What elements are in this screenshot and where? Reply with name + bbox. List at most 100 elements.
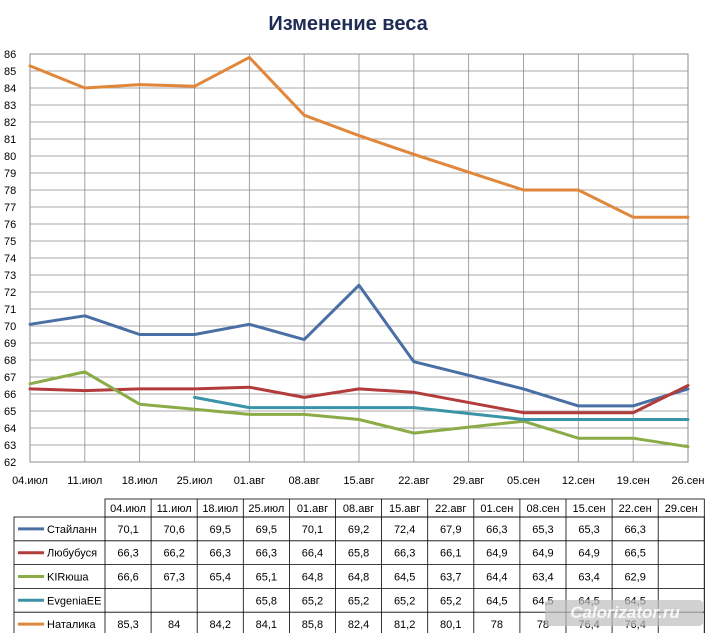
table-value-cell: 69,5 — [210, 524, 231, 536]
legend-series-name: Стайланн — [47, 524, 97, 536]
x-tick-label: 01.авг — [234, 475, 265, 487]
table-value-cell: 85,3 — [117, 619, 138, 631]
y-tick-label: 74 — [4, 253, 16, 265]
y-tick-label: 71 — [4, 304, 16, 316]
series-line-4 — [28, 55, 690, 219]
x-tick-label: 18.июл — [122, 475, 158, 487]
table-value-cell: 64,5 — [394, 572, 415, 584]
series-line-2 — [28, 370, 690, 449]
y-tick-label: 83 — [4, 100, 16, 112]
table-value-cell: 65,4 — [210, 572, 231, 584]
table-value-cell: 63,7 — [440, 572, 461, 584]
table-value-cell: 64,8 — [348, 572, 369, 584]
table-header-cell: 11.июл — [157, 503, 192, 515]
x-tick-label: 11.июл — [67, 475, 102, 487]
table-value-cell: 66,2 — [163, 548, 184, 560]
y-tick-label: 77 — [4, 202, 16, 214]
y-tick-label: 80 — [4, 151, 16, 163]
table-value-cell: 69,2 — [348, 524, 369, 536]
watermark-backdrop — [545, 600, 703, 626]
y-tick-label: 73 — [4, 270, 16, 282]
table-value-cell: 66,1 — [440, 548, 461, 560]
x-tick-label: 05.сен — [507, 475, 540, 487]
table-value-cell: 84,1 — [256, 619, 277, 631]
table-header-cell: 29.сен — [665, 503, 698, 515]
table-header-cell: 04.июл — [110, 503, 146, 515]
table-value-cell: 82,4 — [348, 619, 369, 631]
y-tick-label: 81 — [4, 134, 16, 146]
table-value-cell: 64,8 — [302, 572, 323, 584]
legend-series-name: Любубуся — [47, 548, 97, 560]
table-value-cell: 66,6 — [117, 572, 138, 584]
table-value-cell: 63,4 — [532, 572, 553, 584]
table-value-cell: 66,5 — [624, 548, 645, 560]
x-axis-ticks: 04.июл 11.июл 18.июл 25.июл 01.авг 08.авг 15.а… — [12, 475, 704, 487]
x-tick-label: 19.сен — [617, 475, 650, 487]
table-value-cell: 64,4 — [486, 572, 507, 584]
table-value-cell: 67,3 — [163, 572, 184, 584]
table-value-cell: 81,2 — [394, 619, 415, 631]
x-tick-label: 22.авг — [398, 475, 429, 487]
y-tick-label: 82 — [4, 117, 16, 129]
table-value-cell: 80,1 — [440, 619, 461, 631]
table-header-cell: 15.авг — [389, 503, 420, 515]
legend-series-name: Наталика — [47, 619, 96, 631]
watermark: Calorizator.ru — [570, 603, 680, 622]
table-value-cell: 70,1 — [302, 524, 323, 536]
table-value-cell: 70,6 — [163, 524, 184, 536]
y-axis-ticks: 62 63 64 65 66 67 68 69 70 71 72 73 74 75 76 77 78 79 80 81… — [4, 49, 16, 469]
legend-series-name: KIRюша — [47, 572, 89, 584]
table-value-cell: 64,9 — [486, 548, 507, 560]
x-tick-label: 26.сен — [672, 475, 705, 487]
table-header-cell: 01.авг — [297, 503, 328, 515]
x-tick-label: 29.авг — [453, 475, 484, 487]
x-tick-label: 04.июл — [12, 475, 48, 487]
data-table: 04.июл 11.июл 18.июл 25.июл 01.авг 08.авг 15.а… — [13, 498, 705, 633]
y-tick-label: 62 — [4, 457, 16, 469]
table-value-cell: 78 — [491, 619, 503, 631]
table-value-cell: 65,2 — [302, 595, 323, 607]
series-line-1 — [28, 384, 690, 415]
table-value-cell: 70,1 — [117, 524, 138, 536]
table-value-cell: 66,3 — [394, 548, 415, 560]
table-value-cell: 72,4 — [394, 524, 415, 536]
y-tick-label: 84 — [4, 83, 16, 95]
table-header-cell: 22.авг — [435, 503, 466, 515]
table-value-cell: 65,1 — [256, 572, 277, 584]
grid-lines — [29, 53, 689, 463]
series-lines — [28, 55, 690, 449]
table-value-cell: 64,9 — [578, 548, 599, 560]
table-header-cell: 25.июл — [248, 503, 284, 515]
table-value-cell: 66,3 — [117, 548, 138, 560]
table-value-cell: 65,3 — [532, 524, 553, 536]
x-tick-label: 25.июл — [177, 475, 213, 487]
table-value-cell: 65,8 — [256, 595, 277, 607]
table-value-cell: 66,4 — [302, 548, 323, 560]
table-value-cell: 65,2 — [440, 595, 461, 607]
table-value-cell: 64,9 — [532, 548, 553, 560]
table-value-cell: 65,8 — [348, 548, 369, 560]
table-value-cell: 84 — [168, 619, 180, 631]
table-value-cell: 65,2 — [394, 595, 415, 607]
y-tick-label: 85 — [4, 66, 16, 78]
table-header-cell: 15.сен — [573, 503, 606, 515]
table-value-cell: 85,8 — [302, 619, 323, 631]
series-line-0 — [28, 283, 690, 408]
series-line-3 — [193, 395, 690, 421]
y-tick-label: 86 — [4, 49, 16, 61]
chart-title: Изменение веса — [268, 13, 428, 35]
legend-series-name: EvgeniaEE — [47, 595, 101, 607]
y-tick-label: 68 — [4, 355, 16, 367]
table-value-cell: 64,5 — [486, 595, 507, 607]
y-tick-label: 66 — [4, 389, 16, 401]
y-tick-label: 75 — [4, 236, 16, 248]
table-value-cell: 66,3 — [210, 548, 231, 560]
y-tick-label: 64 — [4, 423, 16, 435]
table-value-cell: 62,9 — [624, 572, 645, 584]
table-value-cell: 84,2 — [210, 619, 231, 631]
y-tick-label: 78 — [4, 185, 16, 197]
y-tick-label: 70 — [4, 321, 16, 333]
x-tick-label: 15.авг — [343, 475, 374, 487]
table-header-cell: 18.июл — [202, 503, 238, 515]
